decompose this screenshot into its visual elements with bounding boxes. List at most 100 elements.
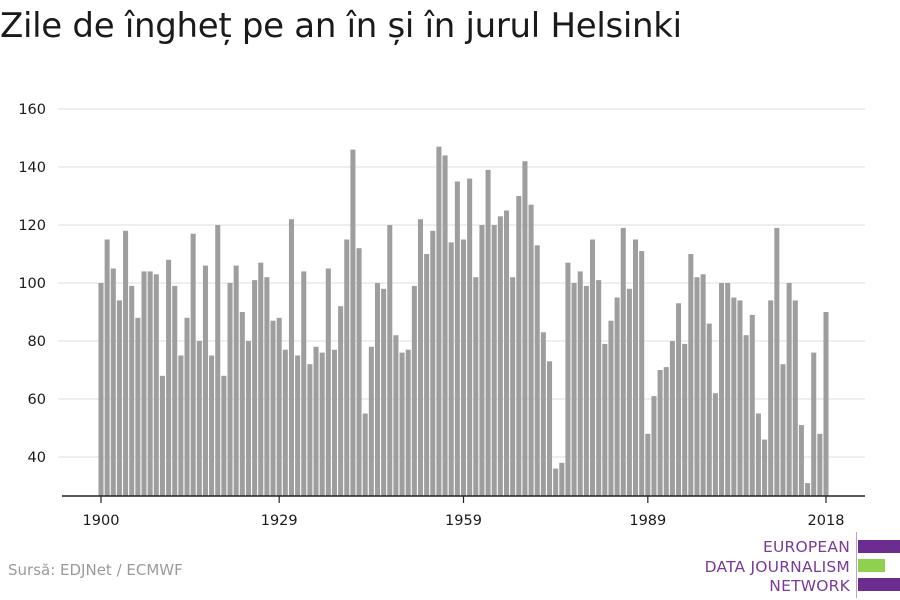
x-tick-label: 2018 bbox=[808, 513, 845, 529]
bar-2011 bbox=[780, 364, 786, 496]
bar-1931 bbox=[288, 219, 294, 496]
bar-1977 bbox=[571, 283, 577, 496]
bar-1951 bbox=[411, 285, 417, 496]
y-tick-label: 80 bbox=[28, 334, 46, 350]
bar-2014 bbox=[798, 425, 804, 496]
bar-1994 bbox=[676, 303, 682, 496]
bar-1934 bbox=[307, 364, 313, 496]
x-tick-label: 1900 bbox=[83, 513, 120, 529]
logo-divider bbox=[856, 532, 857, 598]
edjnet-logo[interactable]: EUROPEAN DATA JOURNALISM NETWORK bbox=[700, 530, 900, 598]
bar-1973 bbox=[547, 361, 553, 496]
bar-2008 bbox=[762, 439, 768, 496]
bar-1928 bbox=[270, 320, 276, 496]
bar-1901 bbox=[104, 239, 110, 496]
logo-green-bar bbox=[858, 559, 885, 572]
bar-1950 bbox=[405, 349, 411, 496]
bar-1995 bbox=[682, 343, 688, 496]
bar-1904 bbox=[123, 230, 129, 497]
bar-1996 bbox=[688, 254, 694, 496]
bar-1925 bbox=[252, 280, 258, 496]
bar-1965 bbox=[497, 216, 503, 497]
bar-1902 bbox=[110, 268, 116, 496]
bar-2002 bbox=[725, 283, 731, 496]
bar-1938 bbox=[331, 349, 337, 496]
bar-1947 bbox=[387, 225, 393, 496]
y-tick-label: 160 bbox=[18, 102, 46, 118]
bar-1948 bbox=[393, 335, 399, 496]
logo-text-line-3: NETWORK bbox=[769, 577, 850, 595]
bar-1944 bbox=[368, 346, 374, 496]
bar-1913 bbox=[178, 355, 184, 496]
bar-1911 bbox=[166, 259, 172, 496]
bar-1963 bbox=[485, 169, 491, 496]
bar-1953 bbox=[424, 254, 430, 496]
bar-2009 bbox=[768, 300, 774, 496]
bar-1937 bbox=[325, 268, 331, 496]
bar-1945 bbox=[374, 283, 380, 496]
bar-2001 bbox=[719, 283, 725, 496]
bar-1952 bbox=[417, 219, 424, 496]
bar-1989 bbox=[645, 433, 651, 496]
bar-1954 bbox=[430, 230, 436, 497]
bar-1962 bbox=[479, 225, 485, 496]
bar-1909 bbox=[153, 274, 159, 496]
logo-text-line-1: EUROPEAN bbox=[762, 538, 850, 556]
bar-1981 bbox=[596, 280, 602, 496]
bar-1918 bbox=[209, 355, 215, 496]
bar-2018 bbox=[823, 312, 829, 496]
bar-1929 bbox=[276, 317, 282, 496]
bar-1988 bbox=[639, 251, 645, 496]
bar-1982 bbox=[602, 343, 608, 496]
bar-2015 bbox=[805, 483, 811, 496]
logo-purple-bar-bottom bbox=[858, 578, 900, 591]
bar-1986 bbox=[626, 288, 632, 496]
bars bbox=[98, 146, 829, 497]
bar-1991 bbox=[657, 370, 663, 496]
bar-1980 bbox=[590, 239, 596, 496]
x-axis: 1900 1929 1959 1989 2018 bbox=[62, 495, 865, 529]
logo-purple-bar-top bbox=[858, 540, 900, 553]
x-tick-label: 1989 bbox=[629, 513, 666, 529]
bar-1949 bbox=[399, 352, 405, 496]
bar-1975 bbox=[559, 462, 565, 496]
bar-1967 bbox=[510, 277, 516, 496]
bar-1968 bbox=[516, 196, 522, 496]
bar-2016 bbox=[811, 352, 817, 496]
bar-1920 bbox=[221, 375, 227, 496]
bar-chart: 40 60 80 100 120 140 160 1900 1929 1959 1989 2018 bbox=[18, 102, 865, 529]
bar-2007 bbox=[755, 413, 761, 496]
bar-2012 bbox=[786, 283, 792, 496]
bar-1907 bbox=[141, 271, 147, 496]
bar-1908 bbox=[147, 271, 153, 496]
bar-1992 bbox=[663, 367, 669, 496]
bar-1997 bbox=[694, 277, 700, 496]
bar-2000 bbox=[712, 393, 718, 496]
bar-1916 bbox=[196, 341, 202, 496]
bar-1958 bbox=[454, 181, 460, 496]
bar-1990 bbox=[651, 396, 657, 496]
bar-1905 bbox=[129, 285, 135, 496]
bar-2004 bbox=[737, 300, 743, 496]
bar-1903 bbox=[116, 300, 122, 496]
bar-1946 bbox=[381, 288, 387, 496]
bar-1933 bbox=[301, 271, 307, 496]
bar-1900 bbox=[98, 283, 104, 496]
bar-2005 bbox=[743, 335, 749, 496]
bar-1910 bbox=[159, 375, 165, 496]
bar-1927 bbox=[264, 277, 270, 496]
y-tick-label: 120 bbox=[18, 218, 46, 234]
bar-1943 bbox=[362, 413, 368, 496]
bar-1922 bbox=[233, 265, 239, 496]
x-tick-label: 1929 bbox=[261, 513, 298, 529]
bar-2013 bbox=[792, 300, 798, 496]
bar-1915 bbox=[190, 233, 196, 496]
bar-1961 bbox=[473, 277, 479, 496]
source-note: Sursă: EDJNet / ECMWF bbox=[8, 561, 183, 579]
bar-1999 bbox=[706, 323, 712, 496]
bar-1966 bbox=[503, 210, 510, 496]
bar-1983 bbox=[608, 320, 614, 496]
bar-1917 bbox=[202, 265, 208, 496]
bar-2017 bbox=[817, 433, 823, 496]
y-tick-label: 60 bbox=[28, 392, 46, 408]
